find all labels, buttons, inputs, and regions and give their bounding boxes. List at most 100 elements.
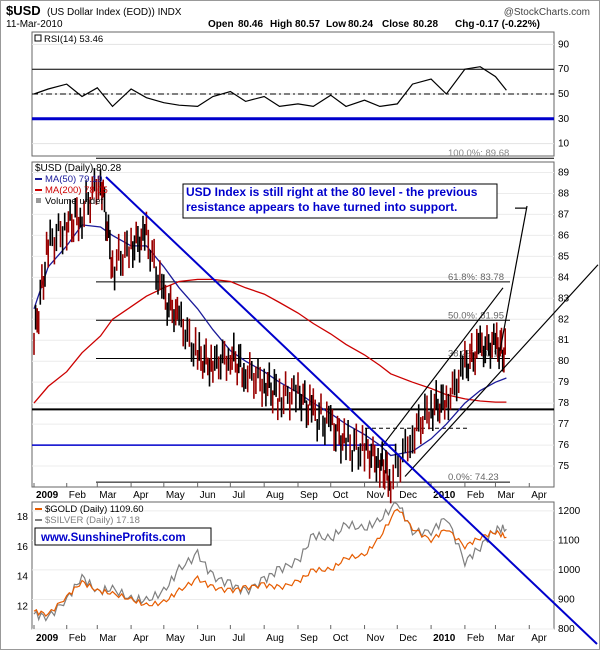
price-x-tick-label: Feb — [69, 490, 87, 501]
gold-legend-label: $GOLD (Daily) 1109.60 — [45, 504, 144, 515]
close-label: Close — [382, 19, 410, 30]
chart-symbol: $USD — [6, 3, 41, 18]
volume-legend-swatch — [36, 198, 41, 203]
price-x-tick-label: 2009 — [36, 490, 59, 501]
open-label: Open — [208, 19, 234, 30]
ohlc-readout: Open 80.46 High 80.57 Low 80.24 Close 80… — [208, 19, 540, 30]
metals-x-tick-label: Feb — [467, 633, 485, 644]
price-x-tick-label: Jul — [232, 490, 245, 501]
annotation-holder: USD Index is still right at the 80 level… — [186, 185, 478, 214]
chg-label: Chg — [455, 19, 474, 30]
price-y-tick-label: 80 — [558, 356, 570, 367]
price-y-tick-label: 87 — [558, 209, 570, 220]
price-y-tick-label: 89 — [558, 167, 570, 178]
price-y-tick-label: 82 — [558, 314, 570, 325]
downtrend-line — [105, 176, 598, 645]
rsi-y-tick-label: 10 — [558, 139, 570, 150]
price-y-tick-label: 78 — [558, 398, 570, 409]
price-plot: 75 76 77 78 79 80 81 82 83 84 85 86 87 88 89 100.0%: 89… — [32, 148, 599, 504]
chart-subtitle: (US Dollar Index (EOD)) INDX — [47, 7, 182, 18]
price-y-tick-label: 88 — [558, 188, 570, 199]
fib-level-label: 61.8%: 83.78 — [448, 272, 504, 283]
ma200-line — [33, 278, 507, 404]
fib-level-label: 0.0%: 74.23 — [448, 472, 499, 483]
rsi-y-tick-label: 30 — [558, 114, 570, 125]
price-x-tick-label: Sep — [300, 490, 318, 501]
rsi-legend-label: RSI(14) 53.46 — [44, 34, 103, 45]
price-legend: $USD (Daily) 80.28 MA(50) 79.19 MA(200) … — [35, 163, 122, 207]
metals-left-tick-label: 18 — [17, 512, 29, 523]
metals-right-tick-label: 1200 — [558, 506, 581, 517]
gold-line — [33, 508, 507, 618]
metals-x-tick-label: Apr — [133, 633, 149, 644]
rsi-line — [33, 66, 507, 108]
high-value: 80.57 — [295, 19, 320, 30]
metals-x-tick-label: 2010 — [433, 633, 456, 644]
chart-date: 11-Mar-2010 — [6, 19, 63, 30]
rsi-y-tick-label: 70 — [558, 64, 570, 75]
metals-x-tick-label: Feb — [69, 633, 87, 644]
watermark-frame — [34, 527, 212, 546]
low-value: 80.24 — [348, 19, 373, 30]
price-y-tick-label: 76 — [558, 440, 570, 451]
price-x-tick-label: Aug — [266, 490, 284, 501]
silver-legend-label: $SILVER (Daily) 17.18 — [45, 515, 140, 526]
watermark-text: www.SunshineProfits.com — [40, 532, 186, 544]
fib-level-label: 50.0%: 81.95 — [448, 310, 504, 321]
price-legend-title: $USD (Daily) 80.28 — [35, 163, 122, 174]
price-x-tick-label: Mar — [497, 490, 515, 501]
fib-level-label: 100.0%: 89.68 — [448, 148, 509, 159]
metals-x-tick-label: Mar — [497, 633, 515, 644]
stockcharts-watermark: @StockCharts.com — [504, 7, 590, 18]
metals-right-tick-label: 1100 — [558, 535, 580, 546]
price-x-tick-label: Feb — [467, 490, 485, 501]
price-x-tick-label: May — [166, 490, 185, 501]
price-y-tick-label: 79 — [558, 377, 570, 388]
rsi-legend-icon — [34, 34, 42, 42]
open-value: 80.46 — [238, 19, 263, 30]
high-label: High — [270, 19, 292, 30]
price-y-tick-label: 84 — [558, 272, 570, 283]
price-x-tick-label: Jun — [200, 490, 216, 501]
price-y-tick-label: 81 — [558, 335, 570, 346]
price-x-tick-label: Apr — [531, 490, 547, 501]
metals-left-tick-label: 12 — [17, 602, 29, 613]
volume-legend-label: Volume undef — [45, 196, 103, 207]
metals-left-tick-label: 14 — [17, 572, 29, 583]
price-y-tick-label: 77 — [558, 419, 570, 430]
sunshine-profits-watermark: www.SunshineProfits.com — [34, 527, 212, 546]
annotation-box: USD Index is still right at the 80 level… — [182, 183, 498, 219]
metals-legend: $GOLD (Daily) 1109.60 $SILVER (Daily) 17… — [35, 504, 144, 526]
ma200-legend-label: MA(200) 78.05 — [45, 185, 108, 196]
rsi-y-tick-label: 50 — [558, 89, 570, 100]
price-y-tick-label: 85 — [558, 251, 570, 262]
price-y-tick-label: 75 — [558, 461, 570, 472]
metals-x-tick-label: Mar — [99, 633, 117, 644]
price-x-tick-label: Mar — [99, 490, 117, 501]
rsi-plot: 10 30 50 70 90 — [32, 39, 570, 150]
metals-x-tick-label: 2009 — [36, 633, 59, 644]
ma50-legend-label: MA(50) 79.19 — [45, 174, 103, 185]
channel-upper-line — [382, 287, 504, 446]
price-y-tick-label: 86 — [558, 230, 570, 241]
metals-plot: 800 900 1000 1100 1200 12 14 16 18 2009 Feb Mar Apr M… — [17, 501, 581, 644]
annotation-text: USD Index is still right at the 80 level… — [186, 185, 478, 214]
rsi-legend: RSI(14) 53.46 — [34, 34, 103, 45]
annotation-frame — [182, 183, 498, 219]
chg-value: -0.17 (-0.22%) — [476, 19, 540, 30]
silver-line — [33, 501, 507, 622]
metals-x-tick-label: Jul — [232, 633, 245, 644]
metals-right-tick-label: 800 — [558, 624, 575, 635]
low-label: Low — [326, 19, 346, 30]
rsi-y-tick-label: 90 — [558, 39, 570, 50]
price-x-tick-label: Apr — [133, 490, 149, 501]
metals-right-tick-label: 1000 — [558, 565, 581, 576]
metals-x-tick-label: Nov — [367, 633, 385, 644]
price-y-tick-label: 83 — [558, 293, 570, 304]
price-x-tick-label: Nov — [367, 490, 385, 501]
metals-x-tick-label: Aug — [266, 633, 284, 644]
metals-left-tick-label: 16 — [17, 542, 29, 553]
channel-lower-line — [404, 264, 599, 477]
projection-line — [499, 205, 528, 351]
